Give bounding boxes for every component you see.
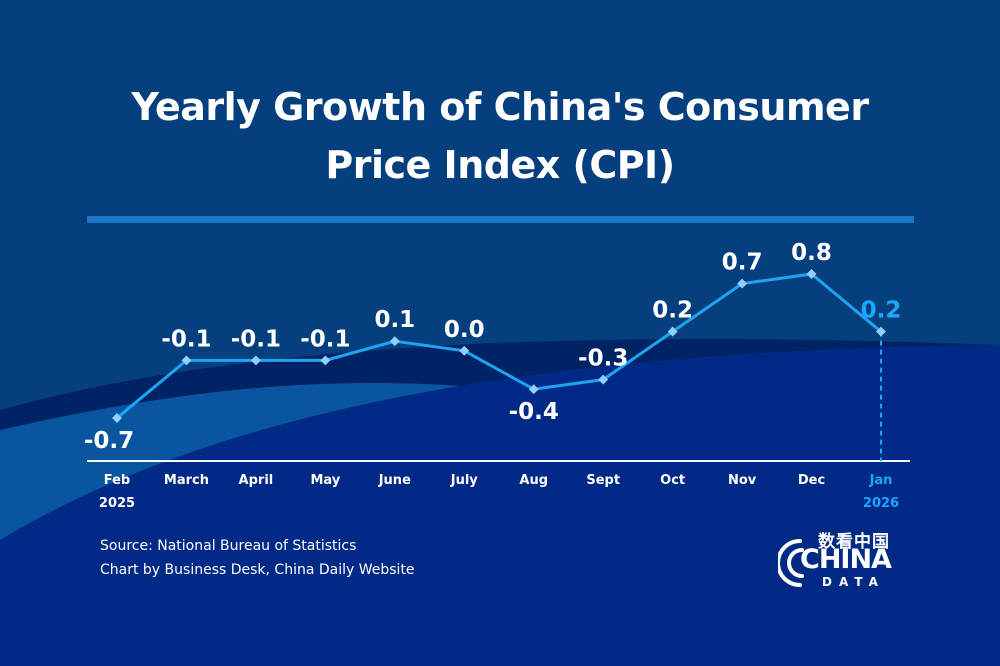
value-label: 0.0 — [444, 317, 485, 343]
x-tick-label: July — [450, 473, 479, 488]
x-tick-sublabel: 2026 — [863, 496, 899, 511]
data-point-marker — [598, 374, 609, 385]
title-line-1: Yearly Growth of China's Consumer — [131, 85, 869, 129]
value-label: 0.7 — [722, 250, 763, 276]
x-tick-label: Nov — [728, 473, 757, 488]
title-line-2: Price Index (CPI) — [325, 143, 675, 187]
x-tick-label: June — [378, 473, 411, 488]
value-label: -0.1 — [161, 326, 211, 352]
value-label: -0.3 — [578, 346, 628, 372]
credit-text: Chart by Business Desk, China Daily Webs… — [100, 562, 415, 578]
signal-arc-icon — [778, 539, 804, 587]
data-point-marker — [459, 345, 470, 356]
data-point-marker — [389, 336, 400, 347]
x-tick-label: Feb — [104, 473, 130, 488]
data-point-marker — [806, 269, 817, 279]
value-label-layer: -0.7 -0.1 -0.1 -0.1 0.1 0.0 -0.4 -0.3 0.2 0.7 0.8 0… — [84, 240, 902, 454]
x-tick-label: Jan — [869, 473, 893, 488]
value-label: 0.1 — [374, 307, 415, 333]
x-tick-label: Oct — [660, 473, 685, 488]
x-tick-label: Aug — [519, 473, 548, 488]
series-line — [116, 272, 882, 420]
value-label: -0.1 — [300, 326, 350, 352]
data-point-marker — [667, 326, 678, 337]
value-label: 0.2 — [861, 298, 902, 324]
source-text: Source: National Bureau of Statistics — [100, 538, 357, 554]
x-tick-label: April — [239, 473, 274, 488]
x-tick-sublabel: 2025 — [99, 496, 135, 511]
data-point-marker — [876, 326, 886, 337]
data-point-marker — [737, 278, 748, 289]
chart-title: Yearly Growth of China's Consumer Price … — [0, 78, 1000, 194]
value-label: 0.8 — [791, 240, 832, 266]
value-label: -0.7 — [84, 428, 134, 454]
x-tick-label: May — [310, 473, 340, 488]
x-tick-label: March — [164, 473, 209, 488]
title-divider — [87, 216, 914, 223]
data-point-marker — [528, 384, 539, 395]
background-wave-base — [0, 345, 1000, 666]
data-point-marker — [320, 355, 331, 366]
logo-sub-text: DATA — [822, 575, 885, 589]
china-data-logo: 数看中国 CHINA DATA — [778, 527, 902, 593]
footer: Source: National Bureau of Statistics Ch… — [100, 534, 415, 582]
data-point-marker — [250, 355, 261, 366]
data-point-marker — [181, 355, 192, 366]
marker-layer — [112, 269, 886, 423]
value-label: -0.4 — [509, 399, 559, 425]
logo-chinese-text: 数看中国 — [818, 532, 890, 552]
logo-main-text: CHINA — [800, 544, 892, 575]
value-label: -0.1 — [231, 326, 281, 352]
x-tick-label: Sept — [586, 473, 620, 488]
x-tick-label: Dec — [798, 473, 825, 488]
x-tick-label-layer: Feb 2025 March April May June July Aug Sept Oct No… — [99, 473, 899, 511]
value-label: 0.2 — [652, 298, 693, 324]
